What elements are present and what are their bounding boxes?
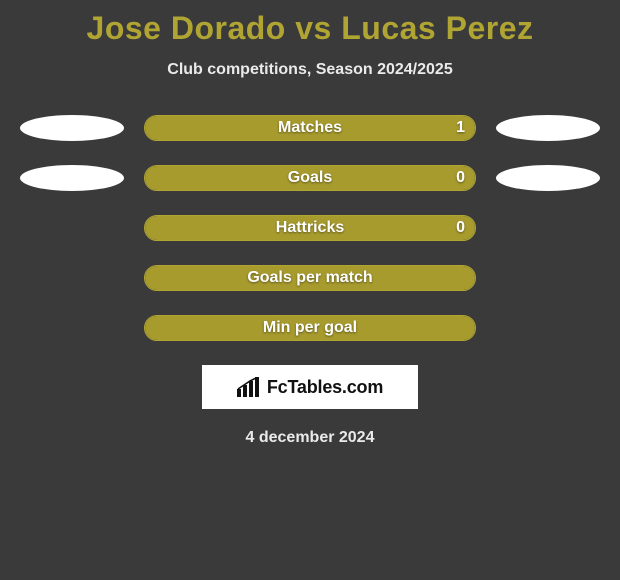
stat-row: Goals 0 — [20, 165, 600, 191]
stat-bar: Matches 1 — [144, 115, 476, 141]
stat-row: Matches 1 — [20, 115, 600, 141]
page-title: Jose Dorado vs Lucas Perez — [0, 0, 620, 47]
stat-row: Goals per match — [20, 265, 600, 291]
stat-label: Matches — [278, 119, 342, 137]
stat-row: Hattricks 0 — [20, 215, 600, 241]
player-left-avatar — [20, 115, 124, 141]
stat-rows: Matches 1 Goals 0 Hattricks 0 Goals per match M… — [0, 115, 620, 341]
player-right-avatar — [496, 115, 600, 141]
brand-chart-icon — [237, 377, 261, 397]
brand-text: FcTables.com — [267, 377, 383, 398]
stat-bar: Goals per match — [144, 265, 476, 291]
player-left-avatar — [20, 165, 124, 191]
stat-label: Min per goal — [263, 319, 357, 337]
stat-bar: Min per goal — [144, 315, 476, 341]
stat-value-right: 1 — [456, 119, 465, 137]
stat-bar: Hattricks 0 — [144, 215, 476, 241]
stat-value-right: 0 — [456, 219, 465, 237]
stat-bar: Goals 0 — [144, 165, 476, 191]
stat-label: Hattricks — [276, 219, 344, 237]
player-right-avatar — [496, 165, 600, 191]
stat-value-right: 0 — [456, 169, 465, 187]
subtitle: Club competitions, Season 2024/2025 — [0, 61, 620, 79]
date-label: 4 december 2024 — [0, 429, 620, 447]
brand-badge: FcTables.com — [202, 365, 418, 409]
stat-row: Min per goal — [20, 315, 600, 341]
stat-label: Goals — [288, 169, 332, 187]
stat-label: Goals per match — [247, 269, 372, 287]
comparison-card: Jose Dorado vs Lucas Perez Club competit… — [0, 0, 620, 580]
